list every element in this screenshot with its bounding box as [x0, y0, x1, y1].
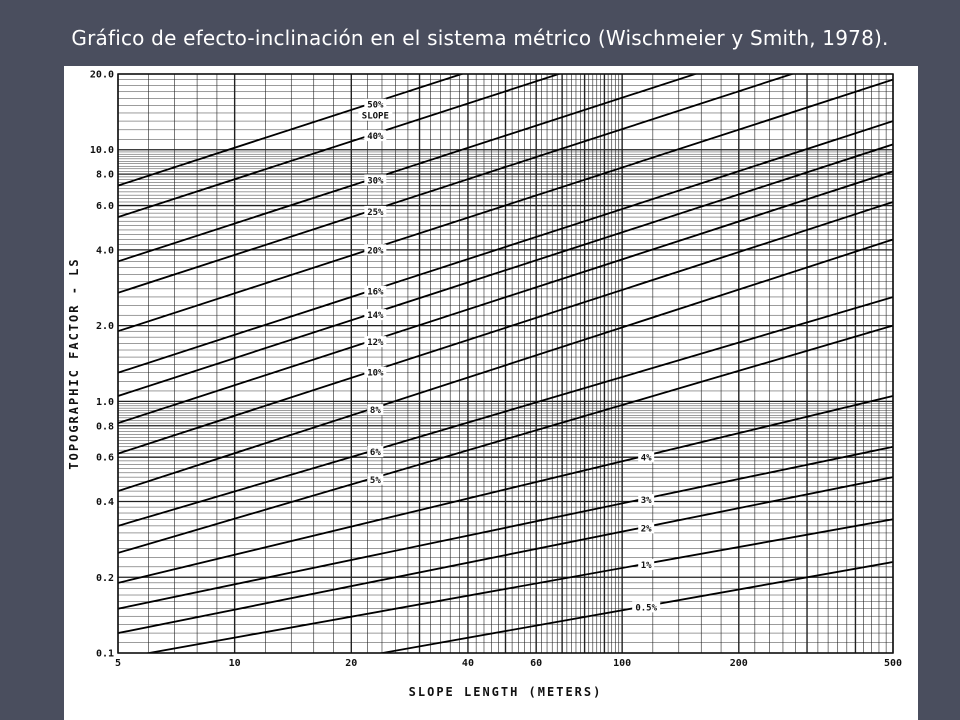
curve-label: 30% [367, 176, 384, 186]
curve-label-bg [364, 174, 387, 186]
x-tick-label: 10 [229, 658, 241, 669]
curve-label: 20% [367, 246, 384, 256]
curve-label-bg [632, 601, 661, 613]
x-tick-label: 40 [462, 658, 474, 669]
curve-label: 0.5% [635, 603, 657, 613]
curve-label: 16% [367, 288, 384, 298]
curve-label: 4% [641, 453, 652, 463]
curve-label-bg [364, 309, 387, 321]
curve-label-bg [367, 404, 384, 416]
y-tick-label: 8.0 [96, 170, 114, 181]
series-line-8pct [118, 238, 893, 492]
x-axis-title: SLOPE LENGTH (METERS) [409, 685, 603, 699]
y-tick-label: 1.0 [96, 397, 114, 408]
series-line-40pct [118, 74, 562, 218]
y-tick-label: 10.0 [90, 145, 114, 156]
slide-title: Gráfico de efecto-inclinación en el sist… [71, 26, 889, 50]
curve-label: SLOPE [362, 112, 389, 122]
curve-label-bg [367, 446, 384, 458]
curve-label: 1% [641, 561, 652, 571]
curve-label: 10% [367, 369, 384, 379]
curve-label-bg [364, 98, 387, 110]
y-axis-title: TOPOGRAPHIC FACTOR - LS [67, 257, 81, 469]
y-tick-label: 6.0 [96, 201, 114, 212]
curve-label: 8% [370, 406, 381, 416]
curve-label: 14% [367, 311, 384, 321]
curve-label-bg [364, 205, 387, 217]
chart-panel: 5 10 20 40 60 100 200 500 20.0 10.0 8.0 6.0 4.0 2.0 1… [64, 66, 918, 720]
series-line-25pct [118, 74, 795, 294]
curve-label-bg [364, 336, 387, 348]
x-tick-label: 500 [884, 658, 902, 669]
curve-label-bg [364, 366, 387, 378]
series-line-20pct [118, 78, 893, 333]
curve-label: 40% [367, 132, 384, 142]
series-line-14pct [118, 143, 893, 397]
y-tick-label: 0.6 [96, 453, 114, 464]
curve-label-bg [364, 130, 387, 142]
x-tick-label: 20 [345, 658, 357, 669]
y-tick-label: 0.4 [96, 497, 114, 508]
curve-label: 3% [641, 496, 652, 506]
series-line-30pct [118, 74, 699, 263]
x-tick-label: 60 [530, 658, 542, 669]
series-line-4pct [118, 395, 893, 584]
series-line-3pct [118, 445, 893, 610]
curve-label: 6% [370, 448, 381, 458]
curve-label: 2% [641, 524, 652, 534]
curve-labels: 50%SLOPE 40% 30% 25% 20% 16% 14% 12% 10% 8% 6% 5% 4%… [358, 98, 661, 613]
series-line-5pct [118, 324, 893, 554]
series-line-6pct [118, 296, 893, 527]
curve-label: 5% [370, 476, 381, 486]
curve-label-bg [638, 559, 655, 571]
y-tick-label: 20.0 [90, 70, 114, 81]
series-line-2pct [118, 476, 893, 634]
curve-label-bg [367, 473, 384, 485]
series-line-50pct [118, 74, 465, 187]
y-tick-label: 2.0 [96, 321, 114, 332]
curve-label-bg [364, 285, 387, 297]
series-line-12pct [118, 170, 893, 424]
series-line-1pct [144, 518, 893, 653]
curve-label: 50% [367, 101, 384, 111]
grid-layer [117, 73, 894, 654]
x-tick-label: 200 [730, 658, 748, 669]
series-layer [118, 74, 893, 653]
curve-label-bg [638, 494, 655, 506]
x-tick-label: 100 [613, 658, 631, 669]
curve-label-bg [638, 522, 655, 534]
y-tick-labels: 20.0 10.0 8.0 6.0 4.0 2.0 1.0 0.8 0.6 0.4 0.2 0.1 [90, 70, 114, 660]
curve-label-bg [358, 109, 393, 121]
series-line-10pct [118, 201, 893, 455]
curve-label-bg [364, 244, 387, 256]
y-tick-label: 0.2 [96, 573, 114, 584]
series-line-16pct [118, 120, 893, 374]
y-tick-label: 0.8 [96, 421, 114, 432]
curve-label-bg [638, 451, 655, 463]
x-tick-labels: 5 10 20 40 60 100 200 500 [115, 658, 902, 669]
x-tick-label: 5 [115, 658, 121, 669]
series-line-0-5pct [377, 561, 893, 653]
plot-frame [117, 73, 894, 654]
curve-label: 25% [367, 208, 384, 218]
y-tick-label: 4.0 [96, 245, 114, 256]
ls-nomograph-chart: 5 10 20 40 60 100 200 500 20.0 10.0 8.0 6.0 4.0 2.0 1… [67, 70, 902, 700]
curve-label: 12% [367, 338, 384, 348]
y-tick-label: 0.1 [96, 649, 114, 660]
